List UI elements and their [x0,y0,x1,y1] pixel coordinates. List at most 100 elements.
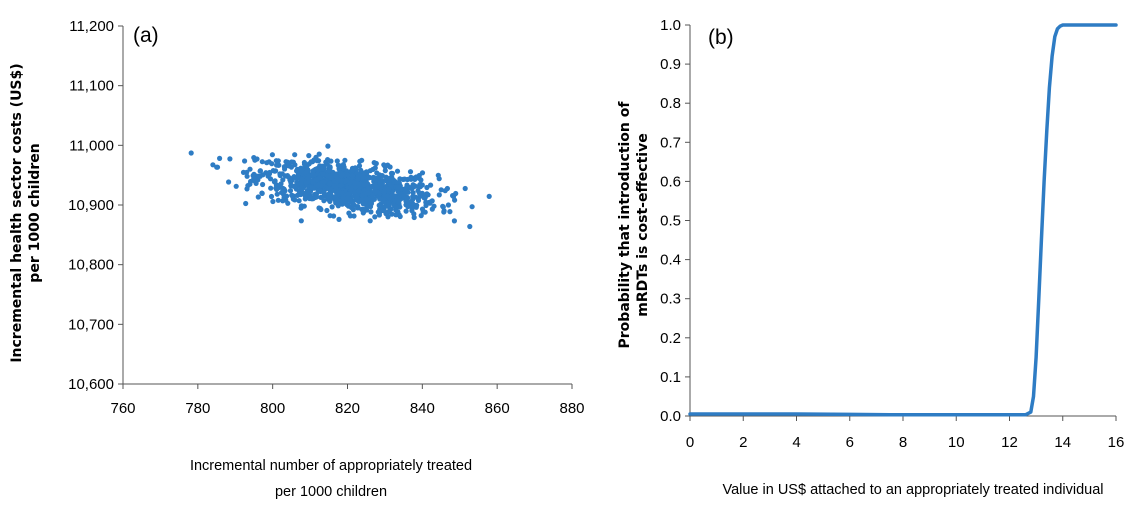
scatter-point [389,170,396,177]
scatter-point [275,197,281,203]
y-tick-label: 1.0 [660,17,681,34]
series-line [688,23,1118,417]
scatter-point [393,179,399,185]
scatter-point [268,193,275,200]
x-tick-label: 780 [185,400,210,417]
scatter-point [423,202,429,209]
y-tick-label: 0.1 [660,369,681,386]
x-tick-label: 14 [1054,434,1071,451]
scatter-point [327,180,333,186]
scatter-point [281,164,287,170]
scatter-point [389,211,395,217]
scatter-point [309,195,315,201]
scatter-point [269,161,275,167]
scatter-point [407,184,413,191]
scatter-point [403,208,409,214]
x-tick-label: 8 [899,434,907,451]
scatter-point [394,168,401,174]
scatter-point [272,178,278,184]
scatter-point [280,198,286,204]
y-tick-label: 0.0 [660,408,681,425]
scatter-point [416,190,422,196]
scatter-point [420,209,426,215]
y-tick-label: 0.7 [660,134,681,151]
scatter-point [257,173,263,179]
y-tick-label: 0.4 [660,252,681,269]
scatter-point [310,185,316,191]
scatter-point [411,184,417,190]
x-tick-label: 860 [485,400,510,417]
scatter-point [331,183,337,189]
scatter-point [226,179,232,185]
scatter-point [268,185,274,191]
scatter-point [388,206,394,212]
scatter-point [360,210,366,216]
scatter-point [438,187,444,193]
scatter-point [359,157,365,163]
scatter-point [447,209,453,215]
chart-panel-b: 0.0 0.1 0.2 0.3 0.4 0.5 0.6 0.7 0.8 0.9 1.0 0 2 4 6 8 10… [590,0,1128,507]
scatter-point [427,200,433,206]
scatter-point [292,152,298,158]
scatter-points [188,143,492,230]
x-tick-label: 4 [792,434,800,451]
scatter-point [469,204,475,210]
scatter-point [327,213,333,219]
y-tick-label: 0.8 [660,95,681,112]
scatter-point [431,203,437,209]
scatter-point [368,209,374,215]
scatter-point [363,196,369,202]
scatter-point [355,174,361,180]
scatter-point [259,190,265,196]
scatter-point [381,189,387,195]
y-axis-label-line2: per 1000 children [27,143,43,282]
scatter-point [336,188,342,194]
scatter-point [354,195,360,201]
scatter-point [343,168,350,174]
scatter-point [444,185,450,192]
panel-label-a: (a) [133,24,159,47]
scatter-point [285,159,291,165]
y-tick-label: 11,200 [69,18,114,35]
scatter-point [292,183,298,189]
scatter-point [402,176,408,182]
scatter-point [372,214,378,220]
scatter-point [242,158,248,164]
scatter-point [273,158,279,164]
y-tick-label: 10,600 [68,376,114,393]
scatter-point [355,204,361,210]
scatter-point [334,158,340,164]
scatter-point [298,181,304,187]
scatter-point [284,193,290,199]
scatter-point [419,170,426,176]
scatter-point [397,213,403,220]
scatter-point [287,177,293,183]
y-tick-label: 0.6 [660,173,681,190]
y-axis-label-line1: Incremental health sector costs (US$) [9,63,25,362]
scatter-point [326,191,332,197]
scatter-point [343,177,349,184]
scatter-point [408,176,414,182]
scatter-point [412,194,418,200]
scatter-point [352,180,358,186]
y-axis-label-line1: Probability that introduction of [617,101,633,349]
probability-curve [688,23,1118,417]
scatter-point [365,181,371,187]
scatter-point [259,159,265,165]
scatter-point [244,173,250,179]
tick-labels: 0.0 0.1 0.2 0.3 0.4 0.5 0.6 0.7 0.8 0.9 1.0 0 2 4 6 8 10… [660,17,1124,451]
scatter-point [290,194,296,200]
x-tick-label: 6 [846,434,854,451]
scatter-point [451,193,457,200]
scatter-point [298,165,304,171]
scatter-point [428,182,434,188]
scatter-point [210,162,216,168]
scatter-point [345,203,352,209]
x-tick-label: 880 [559,400,584,417]
scatter-point [376,172,383,178]
scatter-point [351,213,357,219]
scatter-point [280,185,286,191]
scatter-point [365,190,371,196]
tick-labels: 10,600 10,700 10,800 10,900 11,000 11,100 11,2… [68,18,584,417]
scatter-point [350,167,356,173]
